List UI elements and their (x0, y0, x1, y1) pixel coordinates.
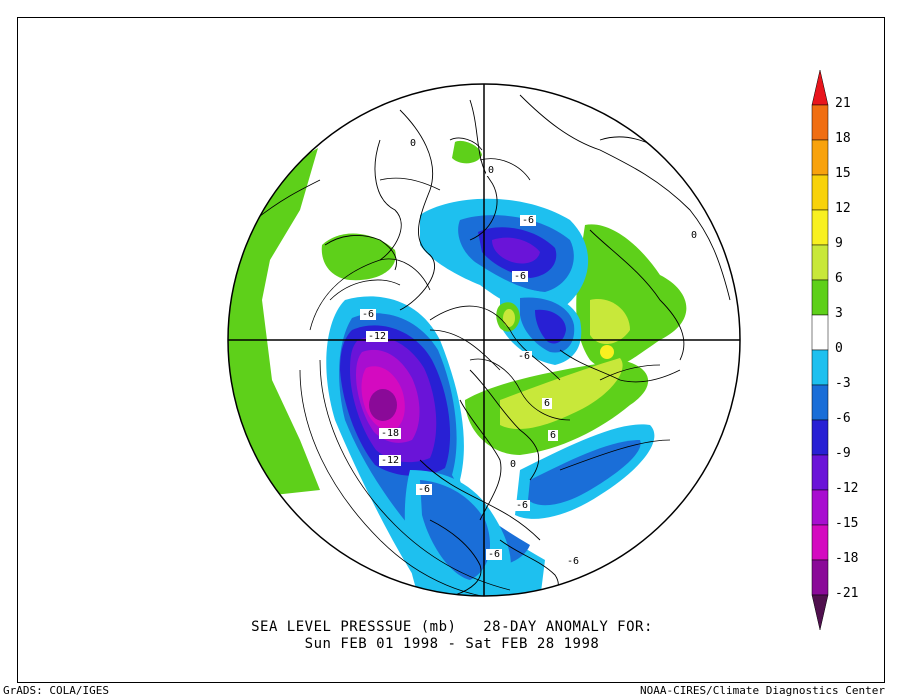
svg-text:-6: -6 (418, 484, 430, 495)
colorbar-box (811, 209, 829, 246)
colorbar-tick-label: -18 (835, 551, 859, 566)
colorbar-tick-label: 3 (835, 306, 843, 321)
map-boundary (227, 83, 741, 597)
colorbar-tick-label: -9 (835, 446, 851, 461)
svg-text:-12: -12 (368, 331, 386, 342)
colorbar-box (811, 104, 829, 141)
contour-label: -6 (486, 549, 502, 560)
contour-label: 6 (542, 398, 552, 409)
svg-text:6: 6 (544, 398, 550, 409)
colorbar-tick-label: -15 (835, 516, 859, 531)
contour-label: -6 (512, 271, 528, 282)
contour-label: 0 (508, 459, 518, 470)
svg-text:-6: -6 (518, 351, 530, 362)
lime-center-cell (503, 309, 515, 327)
contour-label: -6 (565, 556, 581, 567)
green-nepac (321, 233, 396, 281)
colorbar-tick-label: -3 (835, 376, 851, 391)
colorbar-tick-label: 12 (835, 201, 851, 216)
title-line-1: SEA LEVEL PRESSSUE (mb) 28-DAY ANOMALY F… (251, 619, 653, 635)
svg-text:-6: -6 (514, 271, 526, 282)
svg-text:-18: -18 (381, 428, 399, 439)
colorbar-box (811, 454, 829, 491)
colorbar-box (811, 349, 829, 386)
colorbar-box (811, 314, 829, 351)
contour-label: -6 (416, 484, 432, 495)
contour-lines (254, 158, 671, 596)
contour-label: 0 (408, 138, 418, 149)
colorbar-box (811, 489, 829, 526)
colorbar-tick-label: -6 (835, 411, 851, 426)
svg-text:0: 0 (691, 230, 697, 241)
colorbar-box (811, 244, 829, 281)
colorbar-tick-label: 18 (835, 131, 851, 146)
svg-text:-6: -6 (488, 549, 500, 560)
colorbar-box (811, 174, 829, 211)
colorbar-tick-label: -12 (835, 481, 859, 496)
lime-atlantic (500, 358, 623, 430)
svg-text:-6: -6 (362, 309, 374, 320)
colorbar-tick-label: 0 (835, 341, 843, 356)
colorbar-bottom-arrow (811, 594, 829, 631)
svg-text:6: 6 (550, 430, 556, 441)
colorbar-box (811, 419, 829, 456)
colorbar-box (811, 139, 829, 176)
colorbar-tick-label: 15 (835, 166, 851, 181)
title-line-2: Sun FEB 01 1998 - Sat FEB 28 1998 (304, 636, 600, 652)
anomaly-field (228, 140, 687, 596)
contour-label: 0 (689, 230, 699, 241)
yellow-spot (600, 345, 614, 359)
contour-label: -18 (379, 428, 401, 439)
credit-grads: GrADS: COLA/IGES (3, 684, 109, 697)
colorbar-box (811, 384, 829, 421)
svg-text:0: 0 (488, 165, 494, 176)
colorbar-box (811, 559, 829, 596)
contour-label: 6 (548, 430, 558, 441)
colorbar-tick-label: 9 (835, 236, 843, 251)
contour-label: -6 (360, 309, 376, 320)
svg-text:-6: -6 (522, 215, 534, 226)
contour-label: -6 (514, 500, 530, 511)
colorbar-top-arrow (811, 69, 829, 106)
contour-label: -6 (520, 215, 536, 226)
svg-text:-6: -6 (516, 500, 528, 511)
colorbar-boxes (811, 69, 829, 631)
green-top (452, 140, 482, 164)
contour-label: -6 (516, 351, 532, 362)
contour-label-group: -6 -6 -12 -18 -12 -6 -6 -6 0 0 0 -6 -6 6… (360, 138, 699, 567)
indigo-center (535, 309, 566, 344)
contour-label: -12 (366, 331, 388, 342)
colorbar-tick-label: 21 (835, 96, 851, 111)
colorbar-tick-label: 6 (835, 271, 843, 286)
lime-europe (590, 299, 630, 345)
green-west-band (228, 148, 320, 500)
darkpurple-core (369, 389, 397, 421)
colorbar-tick-label: -21 (835, 586, 859, 601)
blue-atlantic-arc (528, 440, 641, 506)
svg-text:0: 0 (410, 138, 416, 149)
contour-label: -12 (379, 455, 401, 466)
violet-arctic (492, 237, 540, 264)
svg-text:-6: -6 (567, 556, 579, 567)
colorbar-box (811, 279, 829, 316)
colorbar-box (811, 524, 829, 561)
svg-text:0: 0 (510, 459, 516, 470)
credit-noaa: NOAA-CIRES/Climate Diagnostics Center (639, 684, 885, 697)
svg-text:-12: -12 (381, 455, 399, 466)
blue-namerica (420, 480, 490, 580)
contour-label: 0 (486, 165, 496, 176)
